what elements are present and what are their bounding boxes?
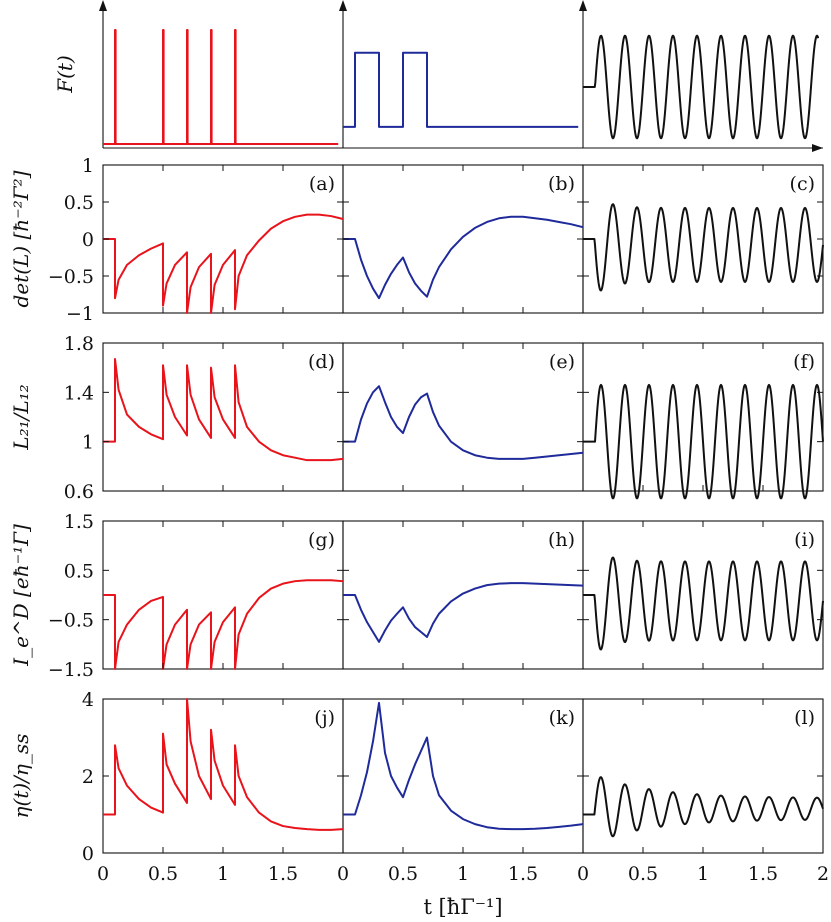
panel-frame [102,164,344,314]
panel-tag: (l) [794,707,815,729]
panel-tag: (k) [549,707,575,729]
panel-frame [342,698,584,854]
y-tick-label: 2 [82,766,94,788]
panel-frame [342,164,584,314]
x-tick-label: 1.5 [508,863,538,885]
y-tick-label: −1.5 [48,659,94,681]
panel-frame [582,698,824,854]
series-efficiency-0 [103,698,344,831]
series-layer [103,29,824,838]
panel-tag: (g) [308,529,335,551]
x-tick-label: 1.5 [268,863,298,885]
panel-tag: (j) [314,707,335,729]
x-tick-label: 0.5 [388,863,418,885]
panel-frame [342,342,584,492]
tick-layer [102,164,824,854]
panel-tag: (b) [548,173,575,195]
panel-tag: (e) [549,351,575,373]
series-ratio-2 [582,383,824,500]
series-detL-0 [103,213,344,314]
y-tick-label: 4 [82,689,94,711]
series-detL-2 [582,203,824,292]
drive-axis-arrow [812,144,823,152]
y-tick-label: 0 [82,843,94,865]
panel-tag: (h) [548,529,575,551]
x-tick-label: 0 [577,863,589,885]
ylabel-ratio: L₂₁/L₁₂ [9,384,33,450]
ylabel-detL: det(L) [ħ⁻²Γ²] [9,170,33,307]
x-tick-label: 1 [697,863,709,885]
panel-frames [99,0,824,854]
panel-frame [102,520,344,670]
series-current-2 [582,556,824,651]
y-tick-label: 1.8 [64,333,94,355]
x-tick-label: 2 [817,863,829,885]
panel-tag: (d) [308,351,335,373]
y-tick-label: −0.5 [48,266,94,288]
y-tick-label: −1 [66,303,94,325]
x-tick-label: 0 [97,863,109,885]
series-current-1 [343,582,584,643]
panel-frame [582,342,824,492]
x-tick-label: 0.5 [148,863,178,885]
drive-ylabel: F(t) [53,55,77,94]
series-ratio-0 [103,358,344,462]
y-tick-label: 1.4 [64,382,94,404]
drive-amplitude-arrow [579,0,587,11]
y-tick-label: −0.5 [48,610,94,632]
text-layer: F(t) (a) (b) (c) −1 −0.5 0 0.5 1 det(L) [ħ⁻²Γ²] (d… [9,55,829,919]
y-tick-label: 0.6 [64,481,94,503]
drive-amplitude-arrow [339,0,347,11]
panel-tag: (a) [309,173,335,195]
ylabel-current: I_e^D [eħ⁻¹Γ] [9,524,33,667]
y-tick-label: 0.5 [64,560,94,582]
panel-tag: (f) [793,351,815,373]
x-axis-label: t [ħΓ⁻¹] [423,895,502,919]
ylabel-efficiency: η(t)/η_ss [9,734,33,819]
x-tick-label: 1 [457,863,469,885]
y-tick-label: 1 [82,155,94,177]
y-tick-label: 0.5 [64,192,94,214]
panel-tag: (i) [794,529,815,551]
y-tick-label: 1.5 [64,511,94,533]
drive-amplitude-arrow [99,0,107,11]
x-tick-label: 1 [217,863,229,885]
series-current-0 [103,579,344,670]
series-ratio-1 [343,385,584,460]
y-tick-label: 0 [82,229,94,251]
drive-series-2 [582,34,820,140]
series-detL-1 [343,215,584,300]
panel-tag: (c) [790,173,815,195]
x-tick-label: 0 [337,863,349,885]
series-efficiency-1 [343,701,584,831]
x-tick-label: 0.5 [628,863,658,885]
drive-series-0 [103,29,339,145]
series-efficiency-2 [582,776,824,838]
y-tick-label: 1 [82,432,94,454]
drive-series-1 [343,51,579,128]
x-tick-label: 1.5 [748,863,778,885]
